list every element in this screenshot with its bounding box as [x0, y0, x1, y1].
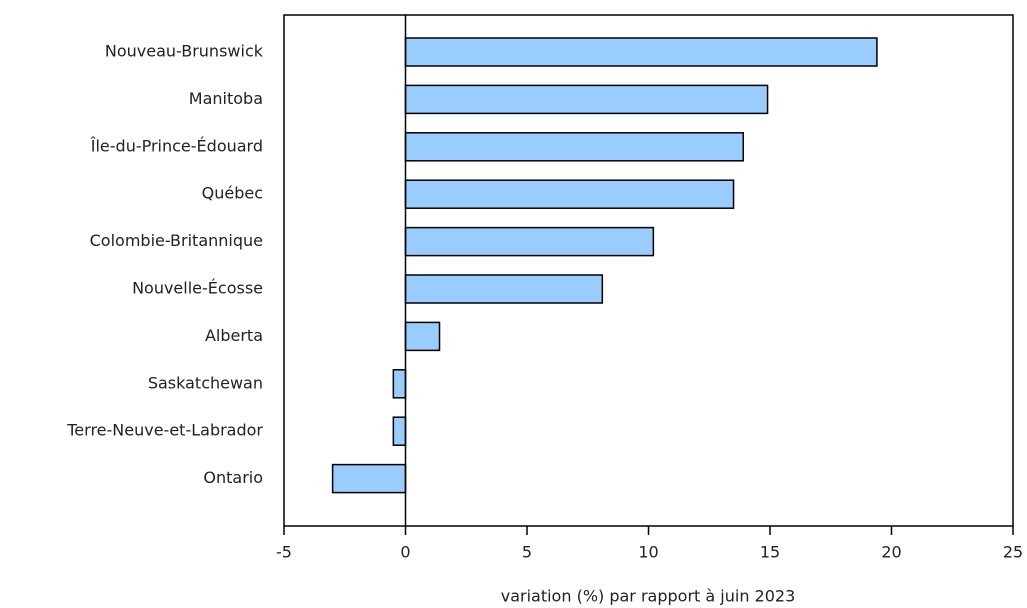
bar: [404, 321, 441, 352]
y-tick-label: Île-du-Prince-Édouard: [90, 136, 263, 155]
y-tick-label: Nouvelle-Écosse: [132, 279, 263, 298]
y-tick-label: Alberta: [205, 326, 263, 345]
x-tick-label: 10: [638, 543, 658, 562]
y-tick-label: Québec: [202, 184, 263, 203]
bar: [392, 369, 407, 399]
bar: [404, 179, 735, 209]
bar: [404, 274, 604, 304]
bar: [404, 132, 745, 162]
y-tick-label: Nouveau-Brunswick: [105, 42, 264, 61]
y-tick-label: Manitoba: [189, 89, 263, 108]
bar: [404, 226, 655, 257]
y-tick-label: Colombie-Britannique: [90, 231, 263, 250]
x-tick-label: 25: [1003, 543, 1023, 562]
x-tick-label: 15: [760, 543, 780, 562]
x-tick-label: 0: [400, 543, 410, 562]
bar: [392, 416, 407, 446]
x-tick-label: 5: [522, 543, 532, 562]
y-tick-label: Ontario: [203, 468, 263, 487]
x-axis-title: variation (%) par rapport à juin 2023: [501, 587, 796, 606]
bar: [331, 463, 407, 494]
bar: [404, 37, 878, 67]
y-tick-label: Terre-Neuve-et-Labrador: [66, 421, 263, 440]
bar: [404, 84, 769, 115]
x-tick-label: -5: [276, 543, 292, 562]
x-tick-label: 20: [881, 543, 901, 562]
y-tick-label: Saskatchewan: [148, 373, 263, 392]
